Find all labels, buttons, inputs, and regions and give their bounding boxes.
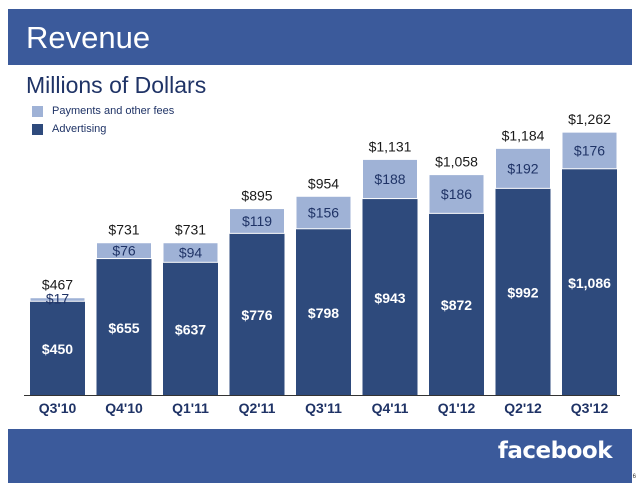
x-tick-label: Q1'12 [438,400,476,416]
data-label-advertising: $450 [42,341,73,357]
bar-payments [495,147,551,189]
data-label-total: $1,262 [568,111,611,127]
page-number: 6 [632,474,636,480]
bar-advertising [362,198,418,395]
data-label-advertising: $776 [241,307,272,323]
data-label-total: $1,058 [435,154,478,170]
data-label-advertising: $798 [308,305,339,321]
bar-advertising [96,258,152,395]
bar-advertising [229,233,285,395]
facebook-logo: facebook [497,438,613,464]
bar-advertising [429,213,484,395]
header-band [8,9,632,65]
bar-payments [295,195,352,230]
x-tick-label: Q3'10 [39,400,77,416]
chart-legend: Payments and other fees Advertising [32,102,174,138]
bar-advertising [30,301,85,395]
data-label-total: $1,184 [502,127,545,143]
data-label-payments: $17 [46,291,70,307]
legend-label-advertising: Advertising [52,123,107,135]
data-label-advertising: $655 [108,320,139,336]
legend-swatch-payments [32,105,43,117]
bar-advertising [562,168,617,395]
data-label-payments: $192 [507,160,538,176]
data-label-total: $1,131 [369,138,412,154]
bar-advertising [296,228,351,395]
legend-item-payments: Payments and other fees [32,102,174,120]
x-tick-label: Q2'11 [239,400,276,416]
bar-advertising [163,262,218,395]
data-label-advertising: $872 [441,297,472,313]
data-label-payments: $156 [308,205,339,221]
data-label-total: $467 [42,277,73,293]
data-label-payments: $94 [179,245,203,261]
data-label-total: $895 [241,188,272,204]
bar-advertising [495,188,551,395]
bar-payments [96,242,152,260]
data-label-total: $731 [175,222,206,238]
legend-item-advertising: Advertising [32,120,174,138]
x-tick-label: Q2'12 [504,400,542,416]
chart-subtitle: Millions of Dollars [26,72,207,98]
bar-payments [428,174,485,214]
data-label-payments: $119 [242,213,272,229]
data-label-payments: $186 [441,186,472,202]
bar-payments [162,242,219,263]
legend-swatch-advertising [32,123,43,135]
x-tick-label: Q4'11 [372,400,409,416]
x-tick-label: Q3'11 [305,400,342,416]
page-title: Revenue [26,20,151,55]
footer-band [8,429,632,483]
data-label-advertising: $1,086 [568,275,611,291]
data-label-total: $731 [108,222,139,238]
bar-payments [362,158,418,200]
data-label-total: $954 [308,175,339,191]
data-label-payments: $188 [374,171,405,187]
x-tick-label: Q3'12 [571,400,609,416]
data-label-advertising: $943 [374,290,405,306]
x-tick-label: Q1'11 [172,400,209,416]
data-label-advertising: $992 [507,285,538,301]
data-label-payments: $76 [112,243,136,259]
data-label-payments: $176 [574,142,605,158]
bar-payments [229,208,285,234]
bar-payments [561,131,618,170]
bar-payments [29,297,86,302]
legend-label-payments: Payments and other fees [52,105,175,117]
data-label-advertising: $637 [175,322,206,338]
x-tick-label: Q4'10 [105,400,143,416]
